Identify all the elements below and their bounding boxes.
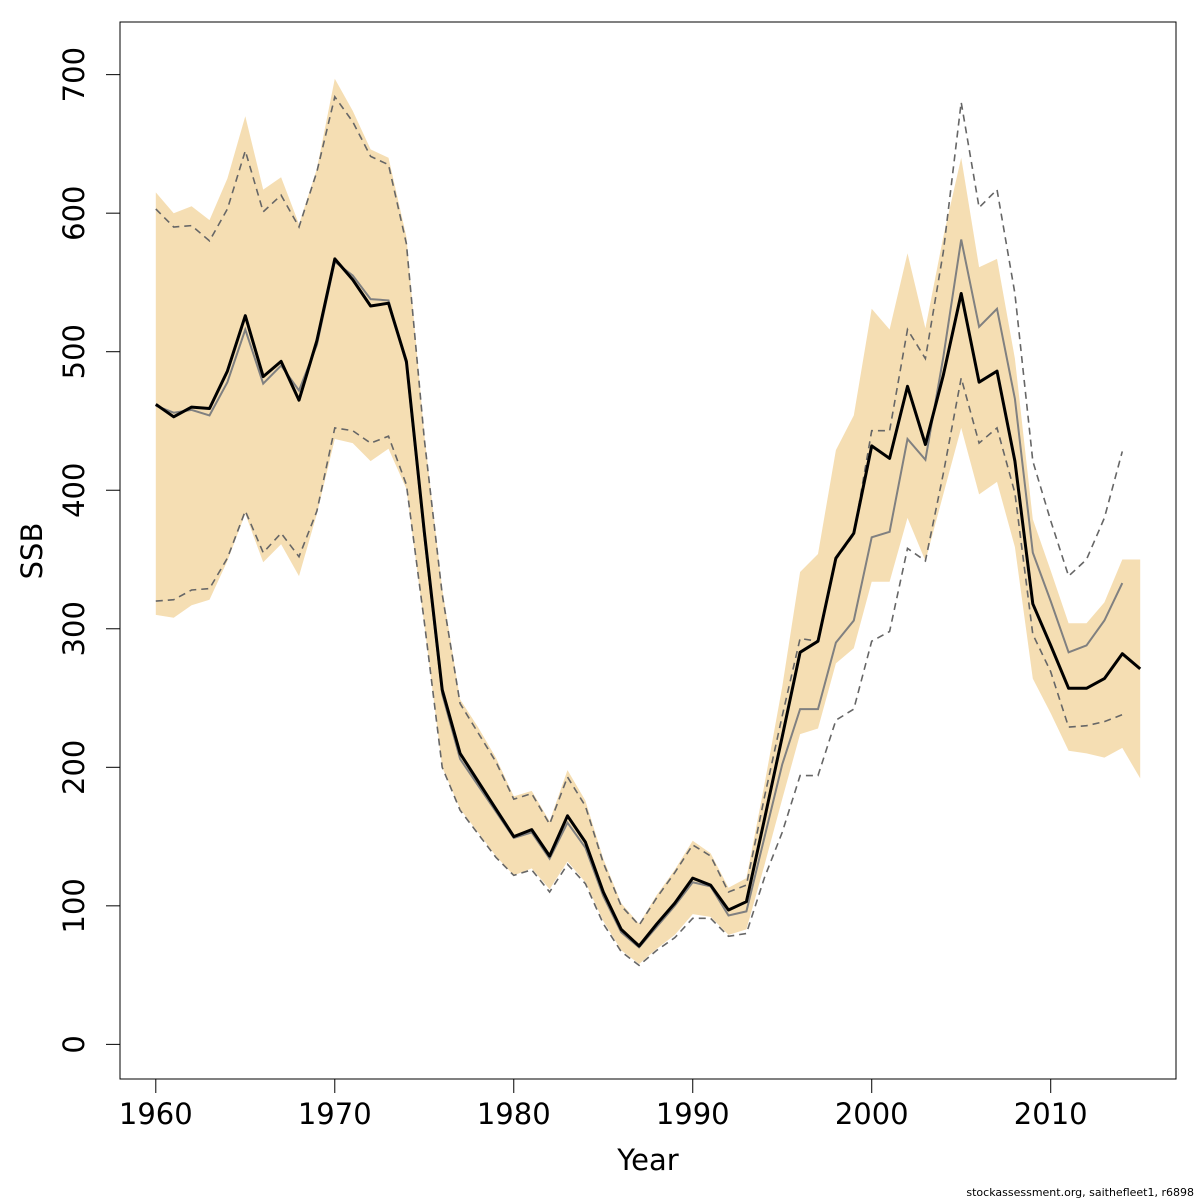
y-tick-label: 700 xyxy=(57,47,91,102)
previous-ci-lower-line xyxy=(155,377,1123,967)
x-tick-label: 1990 xyxy=(656,1097,730,1131)
x-tick-label: 1980 xyxy=(477,1097,551,1131)
confidence-band-layer xyxy=(155,78,1141,965)
y-tick-label: 400 xyxy=(57,463,91,518)
y-tick-label: 200 xyxy=(57,740,91,795)
previous-ci-layer xyxy=(155,94,1124,967)
y-tick-label: 100 xyxy=(57,878,91,933)
x-tick-label: 1960 xyxy=(119,1097,193,1131)
confidence-band xyxy=(155,78,1141,965)
y-tick-label: 300 xyxy=(57,601,91,656)
y-axis-label: SSB xyxy=(15,523,49,580)
x-axis: 1960 1970 1980 1990 2000 2010 xyxy=(119,1078,1088,1131)
x-tick-label: 1970 xyxy=(298,1097,372,1131)
footer-credit: stockassessment.org, saithefleet1, r6898 xyxy=(966,1186,1194,1199)
y-tick-label: 500 xyxy=(57,324,91,379)
estimate-line xyxy=(154,257,1142,948)
estimate-layer xyxy=(154,257,1142,948)
y-tick-label: 600 xyxy=(57,185,91,240)
x-axis-label: Year xyxy=(616,1143,678,1177)
y-tick-label: 0 xyxy=(57,1035,91,1053)
x-tick-label: 2000 xyxy=(835,1097,909,1131)
x-tick-label: 2010 xyxy=(1014,1097,1088,1131)
y-axis: 0 100 200 300 400 500 600 700 xyxy=(57,47,121,1054)
